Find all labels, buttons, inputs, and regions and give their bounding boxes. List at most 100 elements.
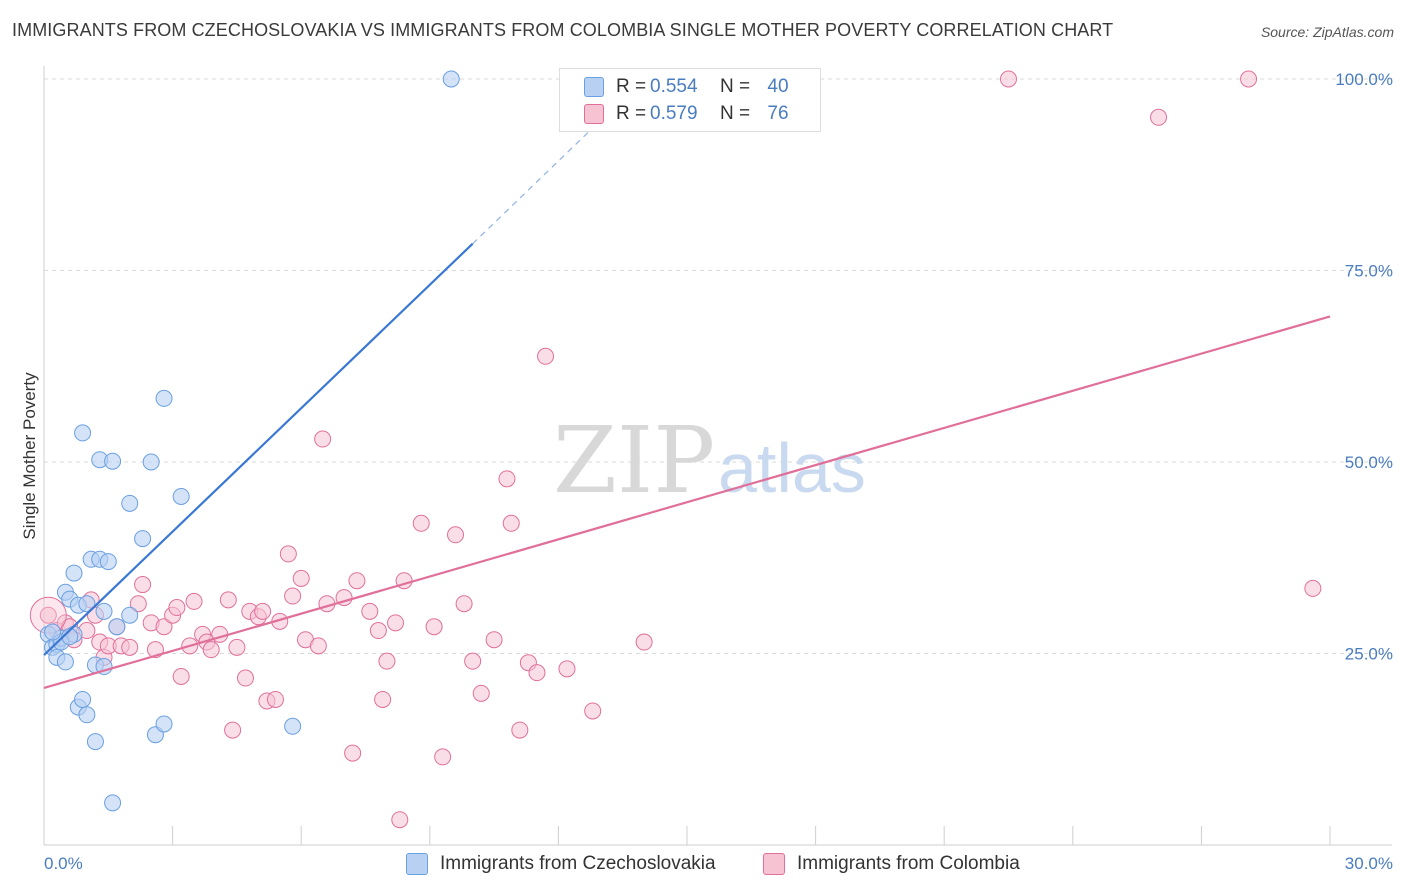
czechoslovakia-point — [44, 623, 62, 641]
czechoslovakia-point — [121, 494, 139, 512]
czechoslovakia-point — [108, 618, 126, 636]
colombia-point — [584, 702, 602, 720]
source-label: Source: ZipAtlas.com — [1260, 24, 1394, 40]
czechoslovakia-point — [142, 453, 160, 471]
bottom-legend-czechoslovakia: Immigrants from Czechoslovakia — [406, 852, 716, 876]
legend-n-value: 40 — [767, 76, 789, 97]
colombia-point — [558, 660, 576, 678]
colombia-point — [224, 721, 242, 739]
colombia-point — [472, 684, 490, 702]
tick-labels: 25.0% 50.0% 75.0% 100.0% 0.0% 30.0% — [44, 70, 1393, 873]
colombia-point — [254, 602, 272, 620]
colombia-point — [502, 514, 520, 532]
colombia-point — [361, 602, 379, 620]
czechoslovakia-point — [121, 606, 139, 624]
colombia-point — [434, 748, 452, 766]
colombia-point — [537, 347, 555, 365]
colombia-point — [447, 526, 465, 544]
y-tick-label: 100.0% — [1335, 70, 1393, 89]
colombia-point — [284, 587, 302, 605]
czechoslovakia-point — [155, 389, 173, 407]
colombia-point — [391, 811, 409, 829]
czechoslovakia-point — [134, 530, 152, 548]
colombia-point — [485, 631, 503, 649]
colombia-point — [1240, 70, 1258, 88]
czechoslovakia-points — [39, 70, 460, 812]
bottom-legend-swatch-blue — [406, 853, 428, 875]
colombia-point — [314, 430, 332, 448]
legend-r-label: R = — [616, 103, 647, 124]
colombia-point — [279, 545, 297, 563]
czechoslovakia-point — [56, 653, 74, 671]
legend-swatch-blue — [584, 77, 604, 97]
colombia-point — [378, 652, 396, 670]
colombia-point — [129, 595, 147, 613]
colombia-point — [344, 744, 362, 762]
czechoslovakia-point — [65, 564, 83, 582]
watermark-zip: ZIP — [553, 407, 715, 514]
legend-n-label: N = — [720, 76, 751, 97]
colombia-point — [185, 592, 203, 610]
czechoslovakia-point — [284, 717, 302, 735]
legend-row-colombia: R = 0.579 N = 76 — [584, 101, 798, 127]
czechoslovakia-point — [155, 715, 173, 733]
colombia-point — [464, 652, 482, 670]
colombia-point — [172, 667, 190, 685]
colombia-point — [348, 572, 366, 590]
bottom-legend-swatch-pink — [763, 853, 785, 875]
czechoslovakia-point — [99, 553, 117, 571]
colombia-point — [292, 569, 310, 587]
colombia-point — [511, 721, 529, 739]
colombia-trend-line — [43, 315, 1331, 690]
colombia-point — [1304, 579, 1322, 597]
czechoslovakia-point — [74, 424, 92, 442]
czechoslovakia-point — [86, 733, 104, 751]
legend-n-value: 76 — [767, 103, 789, 124]
colombia-point — [266, 690, 284, 708]
colombia-point — [202, 641, 220, 659]
x-tick-label: 30.0% — [1345, 854, 1393, 873]
colombia-points — [29, 70, 1322, 829]
colombia-point — [39, 606, 57, 624]
czechoslovakia-point — [74, 690, 92, 708]
czechoslovakia-point — [442, 70, 460, 88]
colombia-point — [498, 470, 516, 488]
colombia-point — [236, 669, 254, 687]
legend-r-value: 0.554 — [650, 76, 698, 97]
bottom-legend-label: Immigrants from Czechoslovakia — [440, 853, 716, 874]
colombia-point — [455, 595, 473, 613]
gridlines — [44, 78, 1392, 654]
correlation-legend: R = 0.554 N = 40 R = 0.579 N = 76 — [559, 68, 821, 132]
legend-n-label: N = — [720, 103, 751, 124]
colombia-point — [309, 637, 327, 655]
colombia-point — [369, 622, 387, 640]
bottom-legend-label: Immigrants from Colombia — [797, 853, 1020, 874]
colombia-point — [387, 614, 405, 632]
y-axis-label: Single Mother Poverty — [20, 372, 39, 540]
colombia-point — [121, 638, 139, 656]
colombia-point — [155, 618, 173, 636]
legend-swatch-pink — [584, 104, 604, 124]
colombia-point — [425, 618, 443, 636]
czechoslovakia-point — [104, 452, 122, 470]
colombia-point — [412, 514, 430, 532]
x-tick-label: 0.0% — [44, 854, 83, 873]
colombia-point — [528, 664, 546, 682]
legend-r-label: R = — [616, 76, 647, 97]
colombia-point — [635, 633, 653, 651]
czechoslovakia-point — [95, 602, 113, 620]
czechoslovakia-point — [78, 595, 96, 613]
colombia-point — [374, 690, 392, 708]
czechoslovakia-point — [172, 487, 190, 505]
y-tick-label: 25.0% — [1345, 645, 1393, 664]
legend-r-value: 0.579 — [650, 103, 698, 124]
colombia-point — [1150, 108, 1168, 126]
colombia-point — [219, 591, 237, 609]
chart-title: IMMIGRANTS FROM CZECHOSLOVAKIA VS IMMIGR… — [12, 20, 1114, 40]
y-tick-label: 50.0% — [1345, 453, 1393, 472]
colombia-point — [168, 599, 186, 617]
czechoslovakia-point — [78, 706, 96, 724]
bottom-legend-colombia: Immigrants from Colombia — [763, 852, 1020, 876]
y-tick-label: 75.0% — [1345, 262, 1393, 281]
